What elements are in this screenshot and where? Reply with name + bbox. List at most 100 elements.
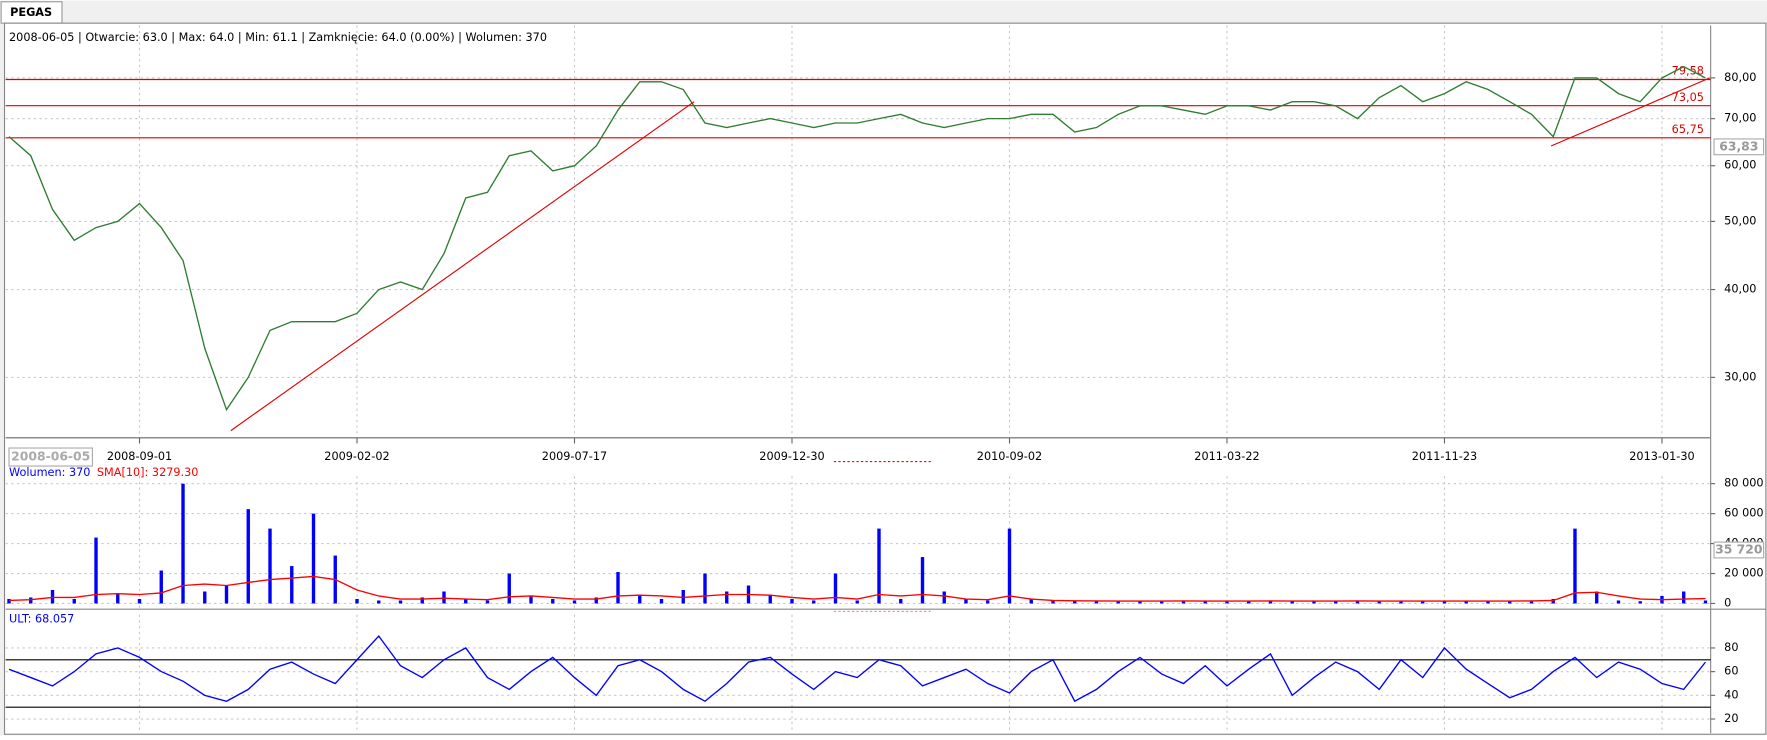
volume-bar [1073,601,1077,604]
volume-bar [1312,601,1316,604]
x-tick-label: 2009-07-17 [542,450,607,463]
volume-bar [181,483,185,604]
legend-entry: ULT: 68.057 [9,612,74,625]
volume-bar [116,594,120,604]
volume-bar [137,598,142,604]
volume-bar [1334,601,1338,604]
level-label: 73,05 [1672,91,1704,104]
volume-bar [94,537,98,604]
volume-bar [290,566,294,604]
volume-bar [1203,601,1207,604]
y-tick-label: 50,00 [1724,214,1756,227]
last-value-label: 63,83 [1719,138,1758,153]
x-tick-label: 2011-11-23 [1412,450,1477,463]
y-tick-label: 20 000 [1724,567,1763,580]
chart-frame [3,22,1767,735]
volume-bar [224,585,229,604]
volume-bar [203,591,207,604]
x-tick-label: 2009-02-02 [324,450,389,463]
volume-bar [355,598,359,604]
volume-bar [1290,601,1294,604]
header-info: 2008-06-05 | Otwarcie: 63.0 | Max: 64.0 … [9,31,547,44]
volume-bar [485,600,490,604]
volume-bar [1116,601,1120,604]
volume-bar [268,528,272,604]
volume-bar [246,509,250,604]
last-value-label: 35 720 [1715,541,1763,556]
volume-bar [311,513,316,604]
legend-entry: SMA[10]: 3279.30 [97,466,199,479]
volume-bar [986,600,990,604]
y-tick-label: 70,00 [1724,112,1756,125]
volume-bar [1160,601,1164,604]
volume-bar [703,573,707,604]
y-tick-label: 80 000 [1724,477,1763,490]
volume-bar [1421,601,1425,604]
volume-bar [1051,600,1055,604]
volume-bar [1399,601,1403,604]
y-tick-label: 60,00 [1724,159,1756,172]
volume-bar [1377,601,1381,604]
volume-bar [616,572,620,604]
volume-bar [7,598,11,604]
volume-bar [72,598,76,604]
x-tick-label: 2009-12-30 [759,450,824,463]
volume-bar [1355,600,1360,604]
volume-bar [790,598,794,604]
price-line [8,635,1706,703]
volume-bar [833,573,838,604]
y-tick-label: 60 [1724,665,1738,678]
volume-bar [1616,600,1621,604]
x-tick-label: 2010-09-02 [977,450,1042,463]
last-value-box [1713,541,1765,559]
volume-bar [920,557,925,604]
volume-bar [1225,601,1229,604]
y-tick-label: 0 [1724,596,1731,609]
x-tick-label: 2013-01-30 [1629,450,1694,463]
volume-bar [1007,528,1012,604]
volume-bar [1486,601,1490,604]
trend-line [1550,77,1711,147]
volume-bar [529,595,533,604]
volume-bar [681,589,685,604]
volume-bar [50,589,55,604]
volume-bar [812,600,816,604]
price-line [8,575,1706,602]
volume-bar [594,597,598,604]
volume-bar [1595,591,1599,604]
trend-line [230,101,695,432]
volume-bar [768,594,772,604]
volume-bar [442,591,446,604]
tab-label[interactable]: PEGAS [10,6,52,19]
volume-bar [1442,601,1447,604]
volume-bar [964,598,968,604]
volume-bar [1508,601,1512,604]
volume-bar [507,573,511,604]
volume-bar [942,591,946,604]
y-tick-label: 30,00 [1724,370,1756,383]
volume-bar [1551,598,1555,604]
price-line [8,65,1706,412]
volume-bar [1529,600,1534,604]
volume-bar [1638,601,1642,604]
volume-bar [855,600,859,604]
volume-bar [1573,528,1577,604]
volume-bar [638,594,642,604]
volume-bar [420,597,424,604]
volume-bar [1682,591,1686,604]
level-label: 79,58 [1672,65,1704,78]
x-tick-label: 2011-03-22 [1194,450,1259,463]
y-tick-label: 80 [1724,641,1738,654]
volume-bar [659,598,664,604]
y-tick-label: 40,00 [1724,283,1756,296]
volume-bar [159,570,163,604]
volume-bar [877,528,881,604]
volume-bar [1703,600,1708,604]
volume-bar [1029,598,1033,604]
volume-bar [572,600,577,604]
last-value-box [1713,138,1765,156]
volume-bar [29,597,33,604]
volume-bar [1464,601,1468,604]
cursor-date: 2008-06-05 [11,449,90,464]
y-tick-label: 60 000 [1724,507,1763,520]
